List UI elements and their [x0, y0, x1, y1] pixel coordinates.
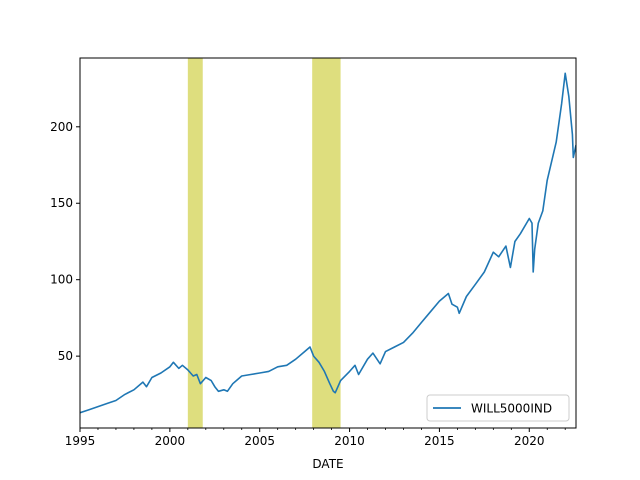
- y-tick-label: 50: [58, 349, 73, 363]
- recession-shading: [187, 58, 341, 428]
- x-tick-label: 1995: [65, 434, 96, 448]
- y-tick-label: 150: [50, 196, 73, 210]
- x-tick-label: 2020: [514, 434, 545, 448]
- legend: WILL5000IND: [426, 394, 570, 422]
- recession-band-2: [312, 58, 341, 428]
- recession-band-1: [187, 58, 203, 428]
- series-line-1: [80, 72, 576, 414]
- y-axis-ticks: 50 100 150 200: [50, 120, 80, 363]
- series-layer: [80, 72, 576, 414]
- x-tick-label: 2005: [244, 434, 275, 448]
- y-tick-label: 100: [50, 273, 73, 287]
- x-axis-ticks: 1995 2000 2005 2010 2015 2020: [65, 428, 566, 448]
- x-tick-label: 2010: [334, 434, 365, 448]
- legend-box: [426, 394, 570, 422]
- legend-label: WILL5000IND: [471, 402, 552, 416]
- x-axis-label: DATE: [312, 457, 343, 471]
- x-tick-label: 2000: [155, 434, 186, 448]
- y-tick-label: 200: [50, 120, 73, 134]
- plot-frame: [79, 57, 577, 429]
- x-tick-label: 2015: [424, 434, 455, 448]
